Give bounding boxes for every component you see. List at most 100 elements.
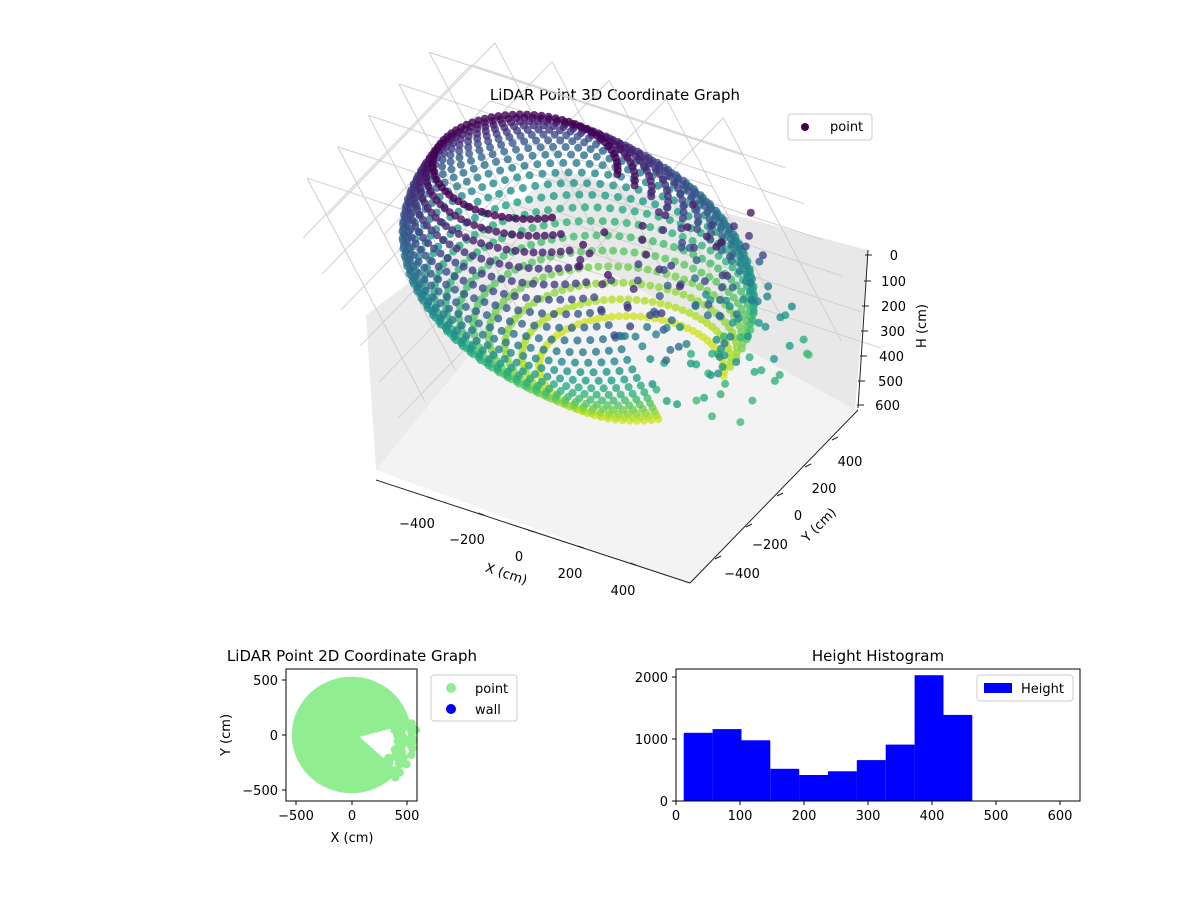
data-point [586,309,594,317]
data-point [572,159,581,168]
data-point [461,302,470,311]
data-point [685,308,694,317]
legend-2d-marker-wall [446,704,456,714]
data-point [427,226,436,235]
data-point [619,247,628,256]
data-point [471,213,479,222]
data-point [592,322,601,331]
data-point [539,280,548,289]
z-axis-line [857,249,869,409]
points-2d [291,676,421,794]
data-point [742,262,751,271]
x-axis-label-2d: X (cm) [331,831,374,846]
data-point [746,278,755,287]
chart-3d-title: LiDAR Point 3D Coordinate Graph [490,86,740,104]
data-point [528,151,537,160]
data-point [556,307,565,315]
legend-2d-label-wall: wall [475,703,501,718]
data-point [622,312,631,321]
data-point [447,165,456,174]
data-point [586,395,595,404]
data-point [471,205,480,214]
legend-3d: point [787,113,873,141]
y-tick-label: −200 [752,538,788,553]
x-ticks-2d: −500 0 500 [278,801,419,824]
data-point [524,361,533,370]
data-point [490,211,499,220]
data-point [601,191,610,200]
data-point [405,244,414,253]
data-point [531,354,540,363]
data-point [554,264,563,273]
data-point [661,211,670,220]
data-point [652,385,661,394]
data-point [708,412,716,421]
data-point [470,294,479,303]
data-point [414,228,423,236]
data-point [750,367,759,376]
data-point [547,248,556,257]
data-point [761,322,770,331]
data-point [502,304,511,313]
data-point [608,295,616,304]
data-point [530,321,539,330]
data-point [453,182,462,191]
data-point [576,255,585,264]
data-point [490,279,499,288]
data-point [656,299,665,308]
data-point [548,231,557,240]
data-point [392,715,401,724]
data-point [697,241,706,250]
data-point [436,249,445,258]
data-point [556,295,565,304]
data-point [485,241,494,250]
data-point [529,248,538,257]
y-tick-label: −400 [724,567,760,582]
data-point [614,193,622,201]
data-point [490,334,499,343]
data-point [574,383,583,392]
data-point [559,158,568,167]
data-point [569,232,578,241]
data-point [604,270,612,279]
data-point [510,292,519,301]
data-point [604,262,613,271]
histogram-bar [828,771,857,801]
data-point [514,263,523,272]
data-point [592,231,601,240]
data-point [405,227,413,236]
data-point [712,242,721,251]
data-point [599,384,608,393]
data-point [393,737,402,746]
data-point [462,177,471,186]
data-point [439,310,448,319]
data-point [489,351,498,359]
data-point [500,229,509,238]
x-axis-label-3d: X (cm) [483,561,529,589]
data-point [628,389,637,398]
data-point [503,270,512,278]
data-point [726,252,734,261]
data-point [714,218,723,227]
data-point [501,111,510,120]
data-point [609,181,618,190]
data-point [469,164,478,173]
data-point [575,262,584,271]
data-point [615,367,624,375]
data-point [621,396,629,405]
data-point [612,384,621,392]
data-point [495,189,504,198]
data-point [411,222,420,231]
data-point [584,263,593,272]
data-point [544,112,553,121]
data-point [674,342,683,351]
data-point [496,166,505,175]
data-point [689,264,698,273]
data-point [393,722,402,731]
data-point [509,329,518,338]
data-point [494,112,503,121]
data-point [613,170,622,179]
data-point [652,330,661,339]
data-point [473,197,482,206]
data-point [410,188,419,197]
